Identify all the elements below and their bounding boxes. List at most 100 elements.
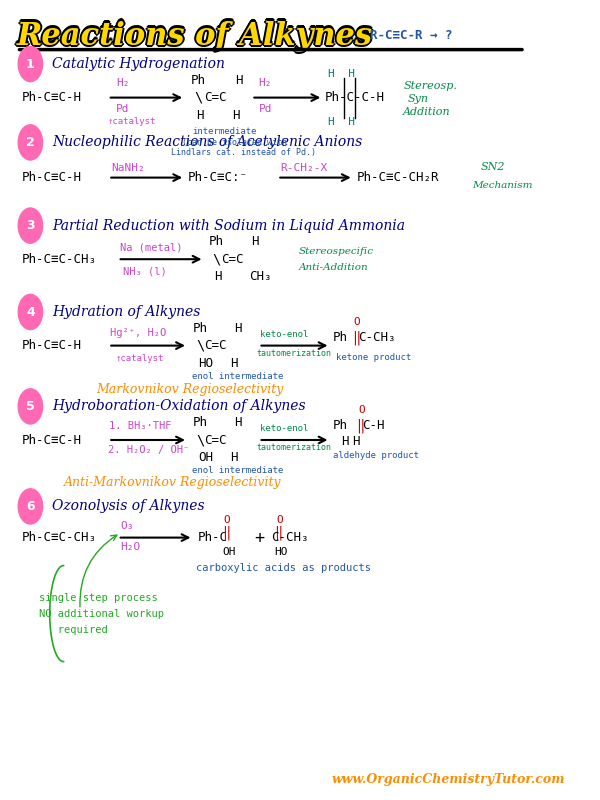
Text: H: H <box>214 270 222 283</box>
Text: Addition: Addition <box>403 107 451 117</box>
Text: Reactions of Alkynes: Reactions of Alkynes <box>17 21 373 51</box>
Text: HO: HO <box>275 547 288 557</box>
Text: H: H <box>251 235 259 248</box>
Text: NH₃ (l): NH₃ (l) <box>122 266 166 276</box>
Text: 1. BH₃·THF: 1. BH₃·THF <box>109 421 172 430</box>
Text: Ph-C≡C-H: Ph-C≡C-H <box>22 434 82 446</box>
Text: Ph: Ph <box>333 331 348 344</box>
Text: Nucleophilic Reactions of Acetylenic Anions: Nucleophilic Reactions of Acetylenic Ani… <box>52 135 363 150</box>
Text: tautomerization: tautomerization <box>257 349 332 358</box>
Text: Ph-C≡C-H: Ph-C≡C-H <box>22 171 82 184</box>
Text: enol intermediate: enol intermediate <box>192 466 284 475</box>
Text: ‖: ‖ <box>222 526 230 540</box>
Text: 5: 5 <box>26 400 35 413</box>
Text: O: O <box>353 317 361 326</box>
Circle shape <box>18 389 43 424</box>
Text: carboxylic acids as products: carboxylic acids as products <box>196 563 371 573</box>
Text: Pd: Pd <box>259 104 272 114</box>
Text: Reactions of Alkynes: Reactions of Alkynes <box>17 19 374 50</box>
Text: (can be isolated with: (can be isolated with <box>182 138 287 147</box>
Text: 2. H₂O₂ / OH⁻: 2. H₂O₂ / OH⁻ <box>108 445 190 454</box>
Text: R-C≡C-R → ?: R-C≡C-R → ? <box>370 29 452 42</box>
Circle shape <box>18 208 43 243</box>
Text: H: H <box>232 109 239 122</box>
Text: www.OrganicChemistryTutor.com: www.OrganicChemistryTutor.com <box>331 774 565 786</box>
Text: NaNH₂: NaNH₂ <box>112 163 145 173</box>
Text: H: H <box>230 357 238 370</box>
Text: Stereosp.: Stereosp. <box>403 81 457 90</box>
Text: Anti-Markovnikov Regioselectivity: Anti-Markovnikov Regioselectivity <box>64 476 281 489</box>
Text: CH₃: CH₃ <box>248 270 271 283</box>
Text: aldehyde product: aldehyde product <box>333 451 419 461</box>
Text: C=C: C=C <box>205 91 227 104</box>
Text: O: O <box>224 515 230 525</box>
Text: Ph: Ph <box>333 419 348 432</box>
Text: intermediate: intermediate <box>192 126 257 136</box>
Text: Ph-C-C-H: Ph-C-C-H <box>325 91 385 104</box>
Text: H: H <box>352 435 360 448</box>
Text: Ph-C≡C-CH₃: Ph-C≡C-CH₃ <box>22 253 97 266</box>
Text: C=C: C=C <box>205 339 227 352</box>
Text: 6: 6 <box>26 500 35 513</box>
Text: \: \ <box>194 90 203 105</box>
Circle shape <box>18 46 43 82</box>
Text: Reactions of Alkynes: Reactions of Alkynes <box>15 21 371 51</box>
Text: ↑catalyst: ↑catalyst <box>108 117 156 126</box>
Text: Ozonolysis of Alkynes: Ozonolysis of Alkynes <box>52 499 205 514</box>
Text: Ph-C≡C-CH₂R: Ph-C≡C-CH₂R <box>356 171 439 184</box>
Circle shape <box>18 294 43 330</box>
Text: Mechanism: Mechanism <box>472 181 533 190</box>
Text: C=C: C=C <box>205 434 227 446</box>
Text: R-CH₂-X: R-CH₂-X <box>280 163 328 173</box>
Text: HO: HO <box>198 357 213 370</box>
Text: O₃: O₃ <box>121 521 134 530</box>
Text: H₂O: H₂O <box>121 542 140 552</box>
Circle shape <box>18 125 43 160</box>
Text: +: + <box>254 529 264 546</box>
Text: keto-enol: keto-enol <box>260 424 308 434</box>
Text: Syn: Syn <box>408 94 429 104</box>
Text: H  H: H H <box>328 117 355 126</box>
Text: 2: 2 <box>26 136 35 149</box>
Text: H: H <box>230 451 238 464</box>
Text: SN2: SN2 <box>481 162 505 172</box>
Text: required: required <box>38 625 107 634</box>
Text: Hydroboration-Oxidation of Alkynes: Hydroboration-Oxidation of Alkynes <box>52 399 306 414</box>
Text: Reactions of Alkynes: Reactions of Alkynes <box>18 21 374 51</box>
Text: \: \ <box>196 433 205 447</box>
Text: Reactions of Alkynes: Reactions of Alkynes <box>16 22 371 53</box>
Text: Catalytic Hydrogenation: Catalytic Hydrogenation <box>52 57 226 71</box>
Text: H: H <box>235 74 242 86</box>
Text: Reactions of Alkynes: Reactions of Alkynes <box>17 22 374 53</box>
Text: ketone product: ketone product <box>336 353 411 362</box>
Text: ‖: ‖ <box>352 330 361 345</box>
Text: Stereospecific: Stereospecific <box>298 246 373 256</box>
Text: single step process: single step process <box>38 593 157 602</box>
Text: \: \ <box>213 252 221 266</box>
Text: ↑catalyst: ↑catalyst <box>116 354 164 363</box>
Text: ‖: ‖ <box>356 418 365 433</box>
Text: Anti-Addition: Anti-Addition <box>298 262 368 272</box>
Text: 3: 3 <box>26 219 35 232</box>
Text: Ph: Ph <box>192 416 207 429</box>
Text: Na (metal): Na (metal) <box>121 242 183 252</box>
Text: keto-enol: keto-enol <box>260 330 308 339</box>
Text: Hydration of Alkynes: Hydration of Alkynes <box>52 305 201 319</box>
Text: tautomerization: tautomerization <box>257 443 332 453</box>
Text: Ph-C≡C-H: Ph-C≡C-H <box>22 339 82 352</box>
Text: Ph-C: Ph-C <box>198 531 228 544</box>
Text: Hg²⁺, H₂O: Hg²⁺, H₂O <box>110 328 167 338</box>
Text: H: H <box>234 322 242 334</box>
Text: Partial Reduction with Sodium in Liquid Ammonia: Partial Reduction with Sodium in Liquid … <box>52 218 406 233</box>
Text: H₂: H₂ <box>116 78 130 88</box>
Text: H: H <box>234 416 242 429</box>
Text: H: H <box>196 109 203 122</box>
Text: NO additional workup: NO additional workup <box>38 609 164 618</box>
Text: H  H: H H <box>328 69 355 78</box>
Text: Ph-C≡C:⁻: Ph-C≡C:⁻ <box>188 171 248 184</box>
Text: Lindlars cat. instead of Pd.): Lindlars cat. instead of Pd.) <box>171 148 316 158</box>
Text: Markovnikov Regioselectivity: Markovnikov Regioselectivity <box>97 383 284 396</box>
Text: \: \ <box>196 338 205 353</box>
Text: Reactions of Alkynes: Reactions of Alkynes <box>17 18 373 49</box>
Text: Reactions of Alkynes: Reactions of Alkynes <box>17 23 373 54</box>
